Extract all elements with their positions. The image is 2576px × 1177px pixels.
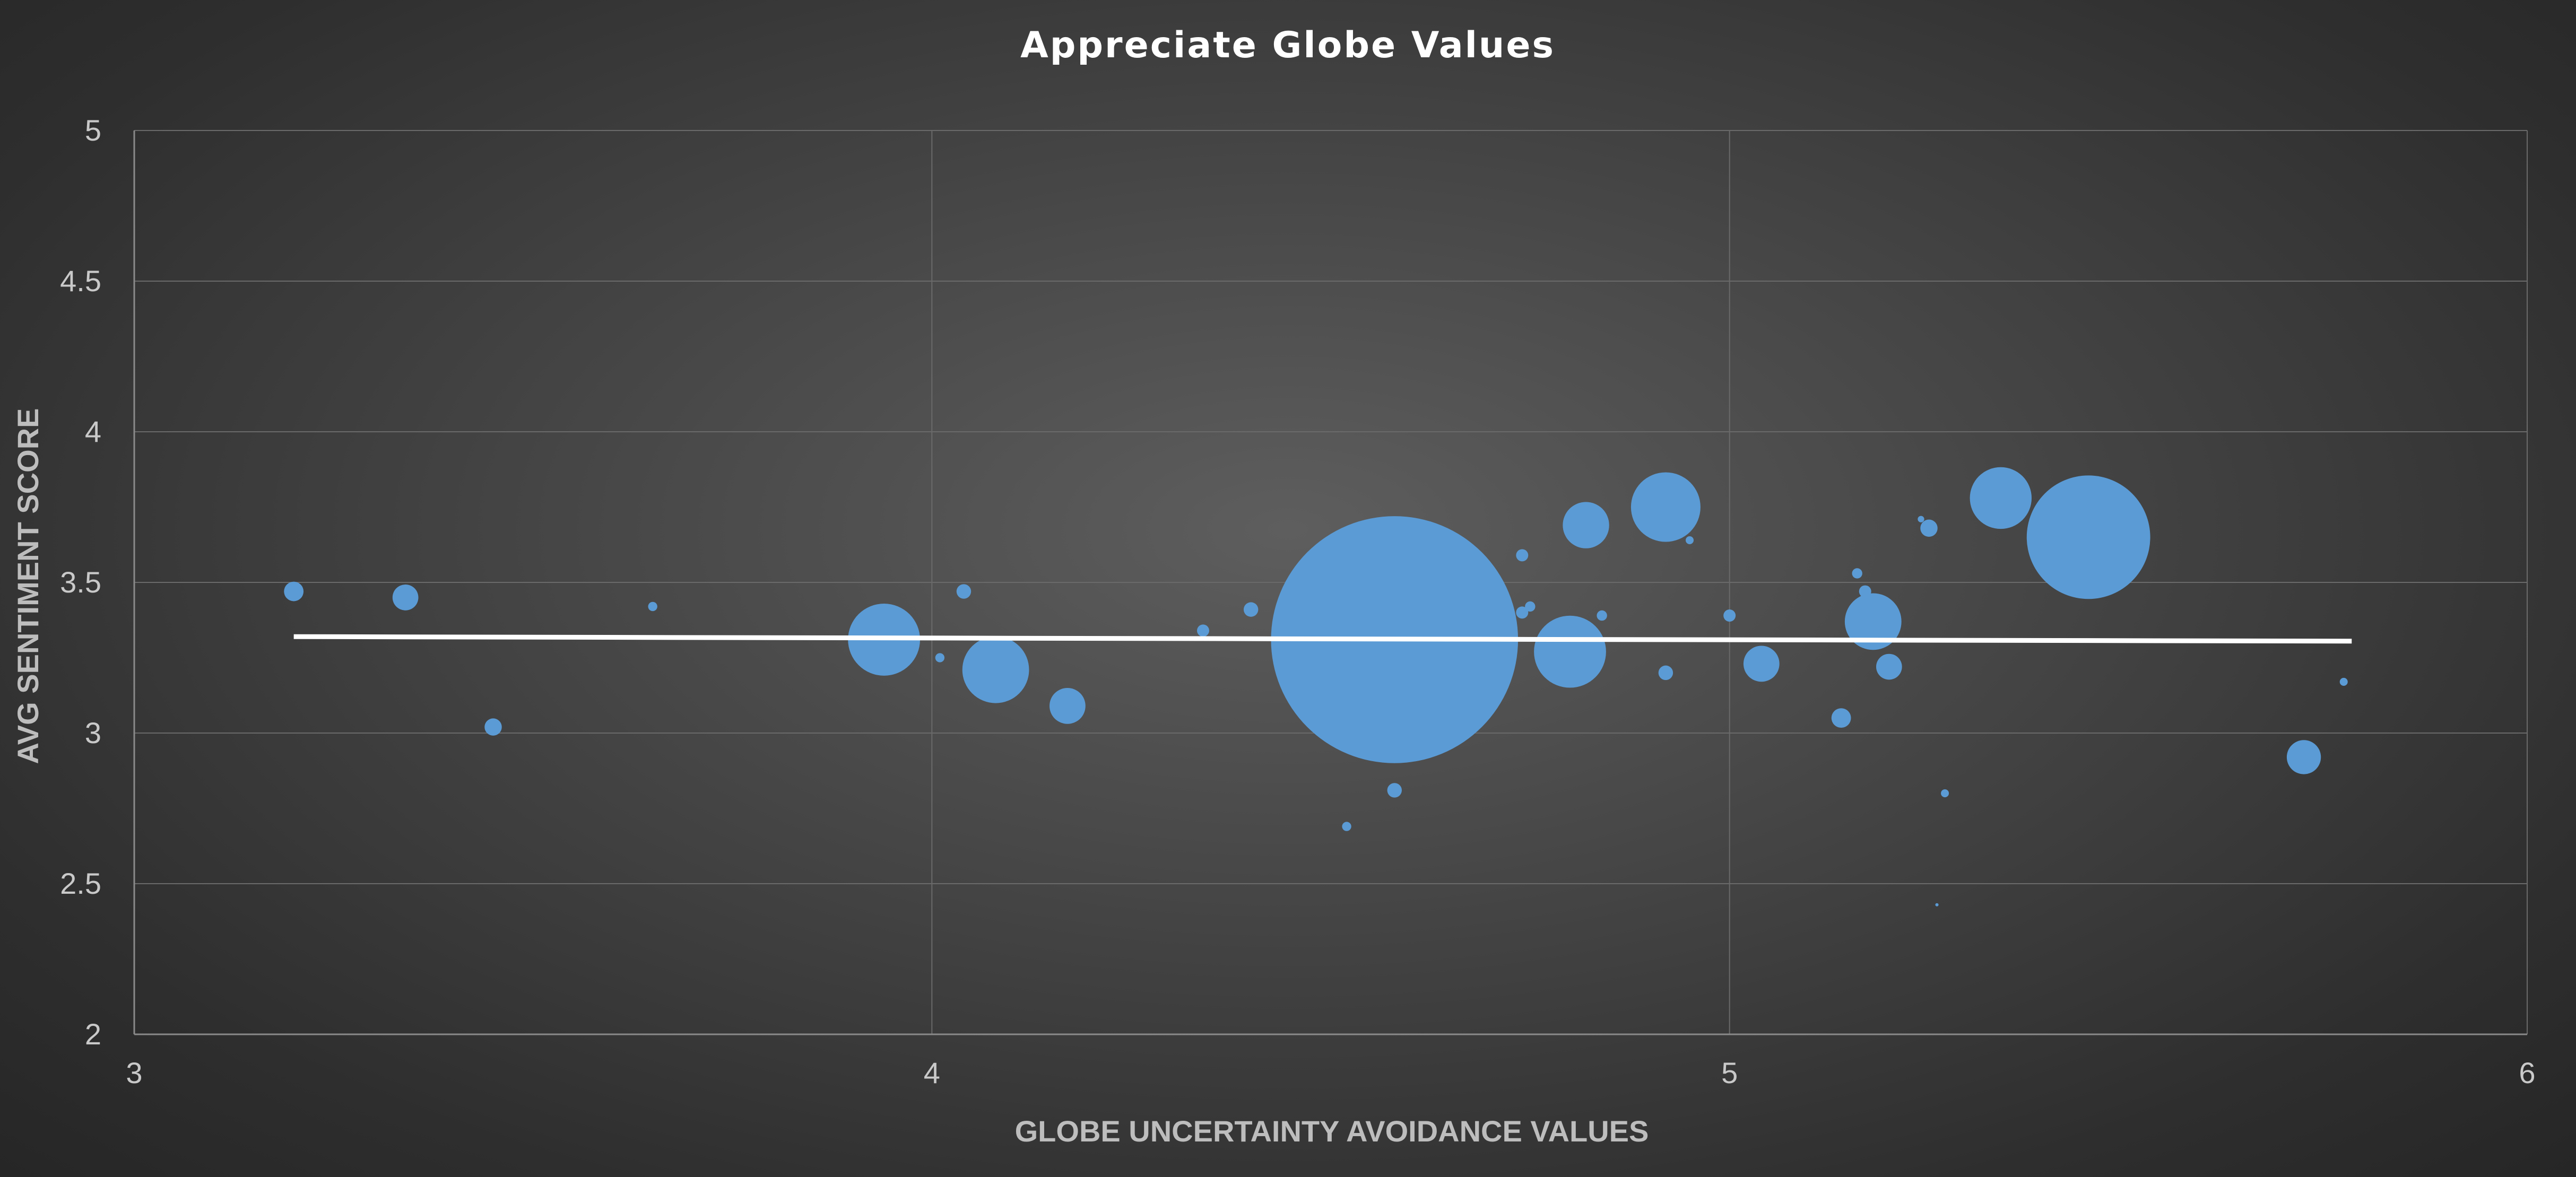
bubble-point — [2026, 475, 2150, 599]
x-tick-label: 3 — [126, 1056, 142, 1089]
bubble-point — [1941, 789, 1949, 798]
bubble-point — [1534, 615, 1606, 688]
y-tick-label: 4 — [85, 415, 101, 448]
bubble-point — [392, 585, 419, 611]
y-tick-label: 3 — [85, 716, 101, 749]
bubble-point — [648, 601, 657, 612]
tick-labels: 2 2.5 3 3.5 4 4.5 5 3 4 5 6 — [60, 114, 2535, 1089]
bubble-point — [1597, 610, 1607, 621]
bubble-point — [1516, 606, 1529, 619]
bubble-point — [1050, 687, 1086, 724]
bubble-point — [956, 584, 972, 599]
bubble-point — [1920, 519, 1938, 537]
bubble-point — [1831, 708, 1851, 728]
x-tick-label: 5 — [1721, 1056, 1738, 1089]
bubble-point — [1844, 593, 1902, 650]
bubble-point — [1876, 653, 1902, 680]
y-tick-label: 3.5 — [60, 565, 101, 599]
bubble-series — [284, 467, 2348, 906]
bubble-point — [1387, 783, 1402, 798]
bubble-point — [1970, 467, 2032, 529]
bubble-point — [935, 653, 945, 662]
bubble-point — [1685, 536, 1694, 544]
x-tick-label: 6 — [2519, 1056, 2535, 1089]
bubble-point — [1243, 602, 1259, 617]
bubble-point — [1525, 601, 1536, 612]
bubble-point — [484, 718, 502, 736]
x-tick-label: 4 — [924, 1056, 940, 1089]
plot-axes — [133, 130, 2527, 1035]
bubble-point — [1196, 624, 1209, 637]
y-axis-title: AVG SENTIMENT SCORE — [11, 408, 45, 764]
y-tick-label: 4.5 — [60, 264, 101, 298]
bubble-point — [1516, 549, 1529, 562]
bubble-point — [962, 636, 1029, 703]
trendline-layer — [293, 634, 2352, 644]
bubble-point — [1935, 903, 1939, 906]
bubble-point — [2339, 677, 2348, 686]
y-tick-label: 2.5 — [60, 867, 101, 900]
bubble-point — [2286, 740, 2321, 774]
bubble-point — [1630, 472, 1701, 542]
chart-title: Appreciate Globe Values — [1020, 24, 1555, 66]
y-tick-label: 5 — [85, 114, 101, 147]
bubble-point — [1563, 502, 1609, 548]
bubble-point — [1658, 665, 1673, 681]
bubble-point — [284, 581, 304, 601]
bubble-point — [1743, 646, 1780, 682]
bubble-point — [1918, 516, 1924, 522]
trendline — [293, 634, 2352, 644]
x-axis-title: GLOBE UNCERTAINTY AVOIDANCE VALUES — [1015, 1114, 1649, 1148]
bubble-point — [1723, 609, 1736, 622]
bubble-point — [1852, 568, 1862, 579]
bubble-point — [1859, 585, 1871, 598]
y-tick-label: 2 — [85, 1017, 101, 1051]
bubble-point — [1342, 822, 1351, 831]
